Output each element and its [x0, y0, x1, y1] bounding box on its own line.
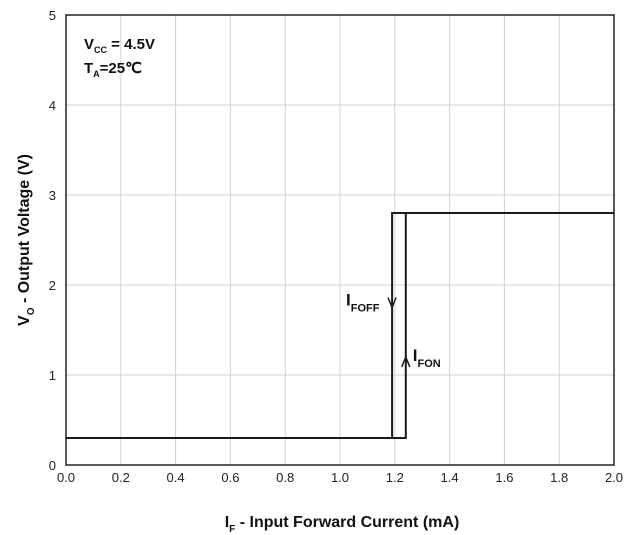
series-line-2 — [66, 212, 614, 439]
plot-frame — [65, 14, 615, 466]
x-tick-label: 0.8 — [276, 470, 294, 485]
arrow-down-icon — [387, 297, 397, 310]
x-axis-title-sub: F — [229, 524, 235, 535]
y-axis-title-sub: O — [26, 307, 37, 315]
x-tick-label: 1.4 — [441, 470, 459, 485]
condition-line: TA=25℃ — [84, 60, 142, 79]
grid — [66, 15, 614, 465]
condition-line: VCC = 4.5V — [84, 36, 155, 55]
y-axis-title-main: V — [16, 315, 33, 326]
x-axis-title-main: I — [225, 514, 229, 531]
y-tick-label: 1 — [49, 368, 56, 383]
x-tick-label: 2.0 — [605, 470, 623, 485]
y-tick-label: 5 — [49, 8, 56, 23]
x-tick-labels: 0.0 0.2 0.4 0.6 0.8 1.0 1.2 1.4 1.6 1.8 2.0 — [57, 470, 623, 485]
x-tick-label: 0.0 — [57, 470, 75, 485]
x-tick-label: 1.8 — [550, 470, 568, 485]
x-tick-label: 0.4 — [167, 470, 185, 485]
x-tick-label: 0.2 — [112, 470, 130, 485]
x-tick-label: 1.6 — [495, 470, 513, 485]
y-tick-label: 4 — [49, 98, 56, 113]
y-tick-label: 2 — [49, 278, 56, 293]
y-tick-label: 3 — [49, 188, 56, 203]
y-tick-labels: 0 1 2 3 4 5 — [49, 8, 56, 473]
x-tick-label: 0.6 — [221, 470, 239, 485]
y-axis-title: VO - Output Voltage (V) — [16, 154, 37, 326]
y-tick-label: 0 — [49, 458, 56, 473]
annotation-1: IFOFF — [346, 291, 397, 315]
x-tick-label: 1.2 — [386, 470, 404, 485]
annotation-label: IFON — [413, 346, 441, 370]
x-axis-title-rest: - Input Forward Current (mA) — [235, 514, 459, 531]
annotation-2: IFON — [401, 346, 441, 370]
conditions-text: VCC = 4.5V TA=25℃ — [84, 36, 155, 79]
annotations: IFOFF IFON — [346, 291, 441, 371]
x-axis-title: IF - Input Forward Current (mA) — [225, 514, 460, 535]
y-axis-title-rest: - Output Voltage (V) — [16, 154, 33, 307]
series — [66, 212, 614, 439]
arrow-up-icon — [401, 354, 411, 368]
annotation-label: IFOFF — [346, 291, 380, 315]
x-tick-label: 1.0 — [331, 470, 349, 485]
